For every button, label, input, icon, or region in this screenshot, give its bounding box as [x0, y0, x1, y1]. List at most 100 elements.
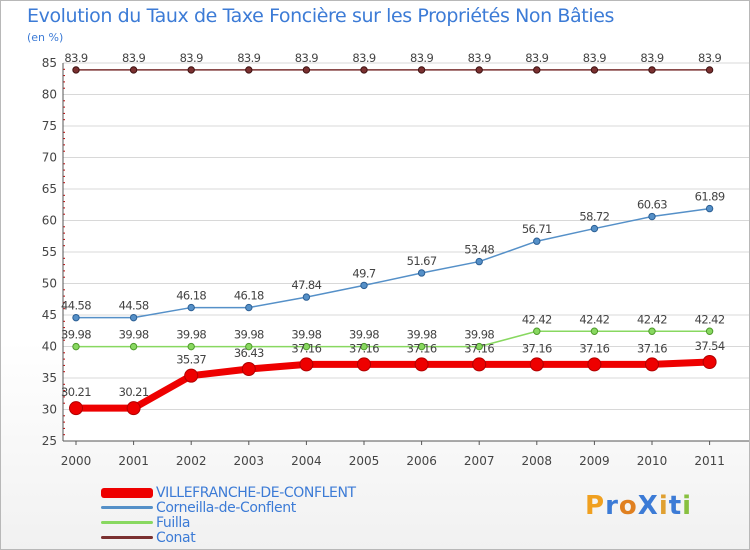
- x-tick-label-2003: 2003: [234, 454, 265, 468]
- legend-swatch: [101, 487, 153, 498]
- data-label-fuilla: 39.98: [407, 328, 437, 342]
- data-label-corneilla-de-conflent: 56.71: [522, 222, 552, 236]
- x-tick-label-2004: 2004: [291, 454, 322, 468]
- data-point-conat: [302, 66, 311, 74]
- y-tick-label: 70: [42, 151, 57, 165]
- data-label-villefranche-de-conflent: 35.37: [176, 353, 206, 367]
- proxiti-logo: ProXiti: [585, 491, 693, 521]
- legend-label: VILLEFRANCHE-DE-CONFLENT: [156, 484, 356, 501]
- data-label-fuilla: 42.42: [695, 312, 725, 326]
- data-point-villefranche-de-conflent: [587, 357, 602, 372]
- data-point-fuilla: [302, 342, 311, 351]
- data-label-corneilla-de-conflent: 49.7: [352, 266, 375, 280]
- data-point-conat: [360, 66, 368, 74]
- y-tick-label: 30: [42, 403, 57, 417]
- data-point-villefranche-de-conflent: [529, 357, 544, 372]
- x-tick-label-2011: 2011: [694, 454, 725, 468]
- data-label-conat: 83.9: [180, 51, 203, 65]
- data-point-conat: [245, 66, 253, 74]
- data-point-conat: [187, 66, 195, 74]
- legend-swatch: [101, 521, 153, 524]
- data-label-villefranche-de-conflent: 37.16: [464, 341, 494, 355]
- data-label-corneilla-de-conflent: 46.18: [234, 289, 264, 303]
- x-tick-label-2009: 2009: [579, 454, 610, 468]
- y-tick-label: 65: [42, 182, 57, 196]
- y-tick-label: 55: [42, 245, 57, 259]
- y-tick-label: 60: [42, 214, 57, 228]
- data-point-corneilla-de-conflent: [302, 293, 311, 301]
- data-label-corneilla-de-conflent: 53.48: [464, 243, 494, 257]
- y-tick-label: 50: [42, 277, 57, 291]
- data-point-conat: [705, 66, 714, 74]
- legend-label: Conat: [156, 529, 196, 546]
- data-point-villefranche-de-conflent: [357, 357, 371, 372]
- data-point-villefranche-de-conflent: [299, 357, 314, 372]
- data-label-corneilla-de-conflent: 44.58: [61, 299, 91, 313]
- legend-item: Corneilla-de-Conflent: [101, 499, 356, 516]
- data-label-conat: 83.9: [352, 51, 375, 65]
- data-label-conat: 83.9: [525, 51, 548, 65]
- legend-item: VILLEFRANCHE-DE-CONFLENT: [101, 484, 356, 501]
- data-point-villefranche-de-conflent: [184, 368, 199, 383]
- data-point-fuilla: [187, 342, 195, 351]
- data-point-fuilla: [648, 327, 656, 335]
- data-label-fuilla: 39.98: [291, 328, 321, 342]
- data-point-villefranche-de-conflent: [702, 354, 717, 369]
- data-point-conat: [129, 66, 138, 74]
- legend-label: Fuilla: [156, 514, 191, 531]
- data-label-villefranche-de-conflent: 36.43: [234, 346, 264, 360]
- legend-label: Corneilla-de-Conflent: [156, 499, 296, 516]
- y-tick-label: 45: [42, 308, 57, 322]
- data-point-conat: [417, 66, 426, 74]
- series-line-fuilla: [75, 330, 711, 348]
- data-label-corneilla-de-conflent: 47.84: [291, 278, 321, 292]
- data-point-villefranche-de-conflent: [472, 357, 487, 372]
- data-label-conat: 83.9: [698, 51, 721, 65]
- series-line-villefranche-de-conflent: [72, 358, 714, 412]
- data-label-conat: 83.9: [64, 51, 87, 65]
- data-point-villefranche-de-conflent: [414, 357, 429, 372]
- y-tick-label: 75: [42, 119, 57, 133]
- data-label-fuilla: 39.98: [176, 328, 206, 342]
- data-point-corneilla-de-conflent: [705, 204, 714, 213]
- data-label-villefranche-de-conflent: 37.16: [637, 341, 667, 355]
- data-label-corneilla-de-conflent: 60.63: [637, 198, 667, 212]
- x-tick-label-2001: 2001: [118, 454, 149, 468]
- chart-legend: VILLEFRANCHE-DE-CONFLENT Corneilla-de-Con…: [101, 484, 356, 546]
- data-point-villefranche-de-conflent: [126, 401, 141, 416]
- data-label-corneilla-de-conflent: 51.67: [407, 254, 437, 268]
- data-label-fuilla: 42.42: [579, 312, 609, 326]
- legend-swatch: [101, 506, 153, 509]
- data-point-conat: [648, 66, 656, 74]
- data-point-corneilla-de-conflent: [417, 269, 426, 277]
- data-point-corneilla-de-conflent: [360, 281, 368, 290]
- data-label-fuilla: 39.98: [349, 328, 379, 342]
- data-label-conat: 83.9: [122, 51, 145, 65]
- legend-swatch: [101, 536, 153, 539]
- data-label-conat: 83.9: [410, 51, 433, 65]
- data-label-conat: 83.9: [583, 51, 606, 65]
- y-tick-label: 25: [42, 434, 57, 448]
- y-tick-label: 40: [42, 340, 57, 354]
- x-tick-label-2005: 2005: [349, 454, 380, 468]
- data-point-corneilla-de-conflent: [533, 237, 541, 245]
- data-point-conat: [72, 66, 80, 74]
- x-tick-label-2008: 2008: [522, 454, 553, 468]
- data-point-conat: [533, 66, 541, 74]
- data-label-corneilla-de-conflent: 61.89: [695, 190, 725, 204]
- data-point-villefranche-de-conflent: [241, 361, 256, 376]
- data-point-fuilla: [705, 327, 714, 335]
- data-label-conat: 83.9: [237, 51, 260, 65]
- legend-item: Conat: [101, 529, 356, 546]
- data-point-conat: [590, 66, 599, 74]
- series-line-corneilla-de-conflent: [75, 207, 711, 319]
- data-label-corneilla-de-conflent: 58.72: [579, 210, 609, 224]
- data-label-fuilla: 42.42: [522, 312, 552, 326]
- data-point-corneilla-de-conflent: [72, 313, 80, 322]
- chart-title: Evolution du Taux de Taxe Foncière sur l…: [27, 5, 615, 27]
- data-point-fuilla: [590, 327, 599, 335]
- x-tick-label-2010: 2010: [637, 454, 668, 468]
- data-point-villefranche-de-conflent: [645, 357, 659, 372]
- data-point-corneilla-de-conflent: [187, 303, 195, 312]
